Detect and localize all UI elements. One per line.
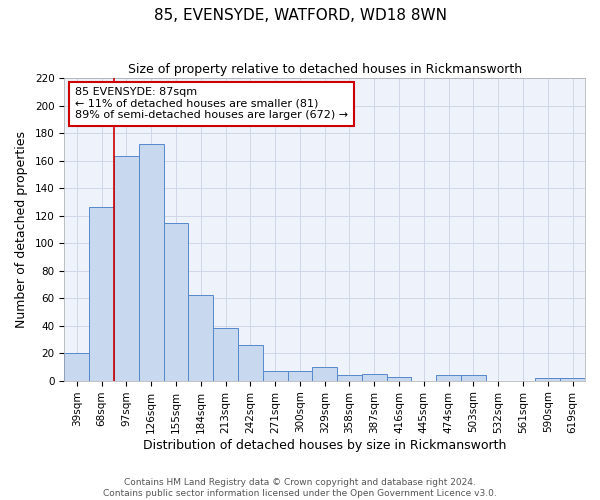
Bar	[337, 375, 362, 380]
Bar	[386, 376, 412, 380]
Bar	[263, 371, 287, 380]
Bar	[139, 144, 164, 380]
Bar	[188, 296, 213, 380]
X-axis label: Distribution of detached houses by size in Rickmansworth: Distribution of detached houses by size …	[143, 440, 506, 452]
Bar	[461, 375, 486, 380]
Bar	[560, 378, 585, 380]
Text: 85, EVENSYDE, WATFORD, WD18 8WN: 85, EVENSYDE, WATFORD, WD18 8WN	[154, 8, 446, 22]
Y-axis label: Number of detached properties: Number of detached properties	[15, 131, 28, 328]
Bar	[64, 353, 89, 380]
Bar	[362, 374, 386, 380]
Bar	[114, 156, 139, 380]
Bar	[287, 371, 313, 380]
Bar	[535, 378, 560, 380]
Bar	[313, 367, 337, 380]
Text: Contains HM Land Registry data © Crown copyright and database right 2024.
Contai: Contains HM Land Registry data © Crown c…	[103, 478, 497, 498]
Bar	[213, 328, 238, 380]
Bar	[436, 375, 461, 380]
Bar	[164, 222, 188, 380]
Bar	[238, 345, 263, 380]
Text: 85 EVENSYDE: 87sqm
← 11% of detached houses are smaller (81)
89% of semi-detache: 85 EVENSYDE: 87sqm ← 11% of detached hou…	[75, 87, 348, 120]
Bar	[89, 208, 114, 380]
Title: Size of property relative to detached houses in Rickmansworth: Size of property relative to detached ho…	[128, 62, 522, 76]
